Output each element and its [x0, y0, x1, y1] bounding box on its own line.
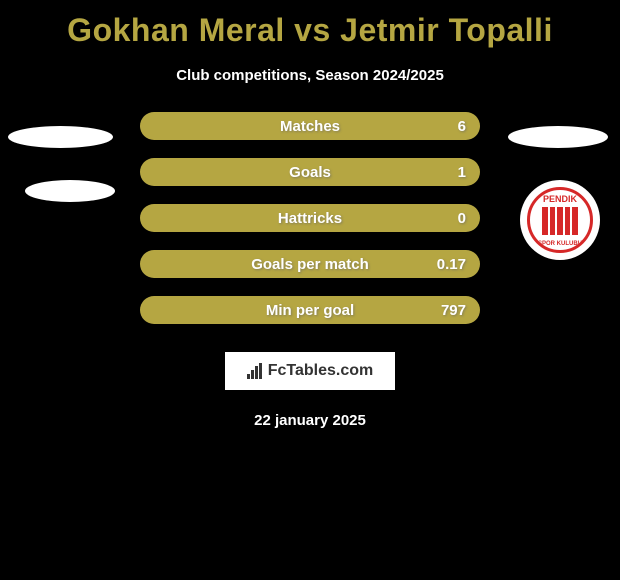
attribution-text: FcTables.com — [268, 362, 374, 380]
stat-label: Goals per match — [251, 256, 369, 273]
date-text: 22 january 2025 — [0, 412, 620, 429]
stat-label: Hattricks — [278, 210, 342, 227]
player-right-placeholder — [508, 126, 608, 148]
stat-row-hattricks: Hattricks 0 — [140, 204, 480, 232]
stat-value: 6 — [458, 118, 466, 135]
page-title: Gokhan Meral vs Jetmir Topalli — [0, 0, 620, 49]
stat-value: 0.17 — [437, 256, 466, 273]
subtitle: Club competitions, Season 2024/2025 — [0, 67, 620, 84]
badge-text-top: PENDIK — [543, 194, 577, 204]
stat-row-min-per-goal: Min per goal 797 — [140, 296, 480, 324]
stat-row-goals-per-match: Goals per match 0.17 — [140, 250, 480, 278]
player-left-placeholder-1 — [8, 126, 113, 148]
attribution-container: FcTables.com — [0, 352, 620, 390]
stat-label: Matches — [280, 118, 340, 135]
badge-stripes-icon — [542, 207, 578, 235]
stat-row-goals: Goals 1 — [140, 158, 480, 186]
stat-value: 1 — [458, 164, 466, 181]
stat-label: Min per goal — [266, 302, 354, 319]
badge-text-bottom: SPOR KULUBU — [538, 241, 582, 247]
stat-value: 797 — [441, 302, 466, 319]
chart-bars-icon — [247, 363, 262, 379]
stat-value: 0 — [458, 210, 466, 227]
stat-row-matches: Matches 6 — [140, 112, 480, 140]
player-left-placeholder-2 — [25, 180, 115, 202]
club-badge: PENDIK SPOR KULUBU — [520, 180, 600, 260]
stat-label: Goals — [289, 164, 331, 181]
badge-inner: PENDIK SPOR KULUBU — [527, 187, 593, 253]
attribution-box[interactable]: FcTables.com — [225, 352, 396, 390]
